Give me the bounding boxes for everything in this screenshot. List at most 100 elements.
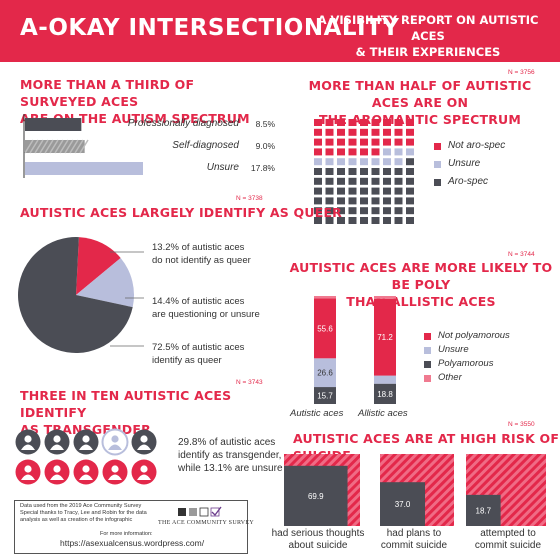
footer-url-link[interactable]: https://asexualcensus.wordpress.com/ [60, 538, 205, 548]
waffle-cell [383, 119, 391, 126]
waffle-cell [383, 187, 391, 195]
trans-text-line-1: 29.8% of autistic aces [178, 437, 276, 448]
poly-value-label: 71.2 [377, 333, 393, 342]
poly-value-label: 18.8 [377, 390, 393, 399]
spectrum-bar-hatch [49, 139, 59, 154]
poly-stacked-chart: 15.7 26.6 55.6 18.8 71.2 [314, 296, 396, 404]
page-subtitle: A VISIBILITY REPORT ON AUTISTIC ACES & T… [308, 12, 548, 60]
queer-label-not-line-2: do not identify as queer [152, 254, 251, 266]
suicide-caption-attempted-line-1: attempted to [480, 528, 536, 539]
poly-value-label: 55.6 [317, 324, 333, 333]
spectrum-value-self: 9.0% [255, 141, 275, 151]
waffle-cell [348, 158, 357, 166]
waffle-cell [383, 168, 391, 175]
page-title: A-OKAY INTERSECTIONALITY [20, 15, 400, 41]
person-icon-body [137, 474, 151, 480]
queer-label-queer: 72.5% of autistic aces identify as queer [152, 342, 244, 367]
spectrum-bar-hatch [34, 139, 44, 154]
spectrum-bar-hatch [54, 139, 64, 154]
pie-slice-1 [76, 257, 134, 308]
queer-label-not-line-1: 13.2% of autistic aces [152, 242, 245, 253]
person-icon-body [108, 474, 122, 480]
waffle-cell [337, 148, 345, 156]
spectrum-bar-hatch [74, 139, 84, 154]
waffle-cell [371, 177, 380, 185]
waffle-cell [383, 138, 391, 146]
waffle-cell [383, 128, 391, 136]
poly-bar-segment [374, 296, 396, 299]
poly-legend-label-poly: Polyamorous [438, 358, 494, 369]
suicide-caption-thoughts-line-2: about suicide [288, 540, 348, 551]
spectrum-bar-0 [25, 118, 82, 131]
queer-pie-leaders [110, 251, 144, 347]
waffle-cell [337, 207, 345, 215]
person-icon-head [24, 435, 32, 443]
waffle-cell [314, 148, 322, 156]
suicide-value-label: 18.7 [476, 506, 492, 515]
waffle-cell [371, 197, 380, 205]
trans-text: 29.8% of autistic aces identify as trans… [178, 436, 283, 475]
person-icon-head [53, 435, 61, 443]
poly-legend-label-other: Other [438, 372, 462, 383]
person-icon-head [140, 465, 148, 473]
waffle-cell [314, 187, 322, 195]
waffle-cell [371, 158, 380, 166]
spectrum-label-self: Self-diagnosed [172, 140, 239, 151]
waffle-cell [325, 119, 334, 126]
waffle-cell [406, 207, 414, 215]
footer-credit-line-2: Special thanks to Tracy, Lee and Robin f… [20, 510, 147, 516]
waffle-cell [406, 138, 414, 146]
waffle-cell [406, 158, 414, 166]
person-icon-head [111, 465, 119, 473]
waffle-cell [406, 187, 414, 195]
waffle-cell [348, 138, 357, 146]
waffle-cell [383, 148, 391, 156]
waffle-cell [314, 168, 322, 175]
poly-bar-segment [314, 387, 336, 404]
person-icon-body [79, 474, 93, 480]
waffle-cell [406, 217, 414, 224]
waffle-cell [406, 119, 414, 126]
waffle-cell [348, 197, 357, 205]
waffle-cell [337, 128, 345, 136]
queer-label-unsure-line-2: are questioning or unsure [152, 308, 260, 320]
waffle-cell [383, 158, 391, 166]
queer-title: AUTISTIC ACES LARGELY IDENTIFY AS QUEER [20, 205, 343, 220]
waffle-cell [325, 207, 334, 215]
survey-brand: THE ACE COMMUNITY SURVEY [158, 520, 254, 526]
waffle-cell [406, 197, 414, 205]
waffle-cell [394, 138, 403, 146]
waffle-cell [371, 128, 380, 136]
spectrum-bar-chart [23, 114, 143, 178]
spectrum-value-unsure: 17.8% [250, 163, 275, 173]
waffle-cell [337, 158, 345, 166]
waffle-cell [406, 168, 414, 175]
spectrum-bar-hatch [64, 139, 74, 154]
spectrum-title-line-1: MORE THAN A THIRD OF SURVEYED ACES [20, 77, 195, 109]
queer-label-unsure: 14.4% of autistic aces are questioning o… [152, 296, 260, 321]
person-icon-body [21, 474, 35, 480]
waffle-cell [394, 207, 403, 215]
person-icon-body [137, 444, 151, 450]
person-icon-head [111, 435, 119, 443]
waffle-cell [406, 128, 414, 136]
poly-legend-label-unsure: Unsure [438, 344, 469, 355]
poly-n: N = 3744 [508, 251, 535, 258]
poly-legend-swatch-poly [424, 361, 431, 368]
waffle-cell [360, 207, 368, 215]
aro-title-line-2: THE AROMANTIC SPECTRUM [318, 112, 522, 127]
waffle-cell [371, 148, 380, 156]
waffle-cell [406, 148, 414, 156]
trans-title-line-1: THREE IN TEN AUTISTIC ACES IDENTIFY [20, 388, 232, 420]
suicide-caption-plans-line-1: had plans to [386, 528, 442, 539]
waffle-cell [314, 138, 322, 146]
subtitle-line-2: & THEIR EXPERIENCES [355, 45, 501, 59]
waffle-cell [314, 177, 322, 185]
waffle-cell [394, 119, 403, 126]
survey-logo-icon [178, 506, 222, 517]
trans-icon-array [15, 428, 157, 485]
queer-label-unsure-line-1: 14.4% of autistic aces [152, 296, 245, 307]
waffle-cell [314, 207, 322, 215]
suicide-chart: 69.9 37.0 18.7 [284, 454, 546, 526]
poly-cat-autistic: Autistic aces [290, 408, 344, 419]
